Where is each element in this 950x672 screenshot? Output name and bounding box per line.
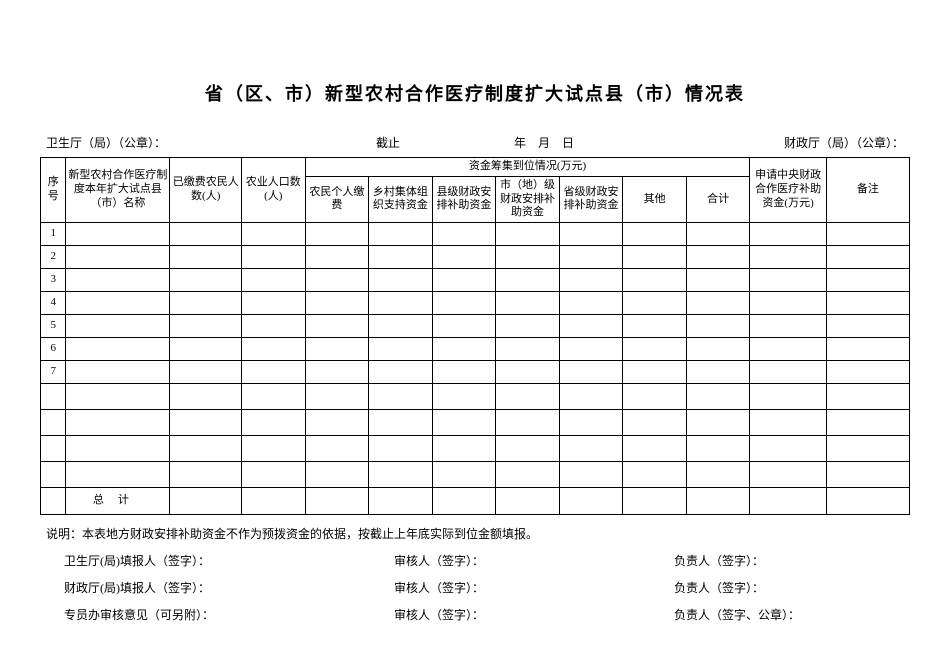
table-head: 序号 新型农村合作医疗制度本年扩大试点县（市）名称 已缴费农民人数(人) 农业人… [41,158,910,223]
meta-health-seal: 卫生厅（局）（公章）： [46,134,166,151]
cell-seq: 3 [41,269,66,292]
sign-commissioner-reviewer: 审核人（签字）： [394,606,674,623]
sign-commissioner-lead: 负责人（签字、公章）： [674,606,910,623]
sign-row-finance: 财政厅(局)填报人（签字）： 审核人（签字）： 负责人（签字）： [64,579,910,596]
sign-finance-reviewer: 审核人（签字）： [394,579,674,596]
table-row [41,384,910,410]
sign-finance-filler: 财政厅(局)填报人（签字）： [64,579,394,596]
cell-seq: 5 [41,315,66,338]
table-row [41,462,910,488]
cell-seq: 7 [41,361,66,384]
th-pilot-name: 新型农村合作医疗制度本年扩大试点县（市）名称 [66,158,170,223]
th-village-support: 乡村集体组织支持资金 [369,176,433,222]
sign-health-lead: 负责人（签字）： [674,552,910,569]
sign-finance-lead: 负责人（签字）： [674,579,910,596]
table-row: 1 [41,223,910,246]
meta-date: 截止 年 月 日 [376,134,574,151]
sign-health-filler: 卫生厅(局)填报人（签字）： [64,552,394,569]
table-row: 6 [41,338,910,361]
th-total: 合计 [686,176,750,222]
meta-date-prefix: 截止 [376,136,400,150]
sign-commissioner-opinion: 专员办审核意见（可另附）： [64,606,394,623]
cell-seq: 6 [41,338,66,361]
form-title: 省（区、市）新型农村合作医疗制度扩大试点县（市）情况表 [40,80,910,106]
cell-seq: 4 [41,292,66,315]
th-ag-pop: 农业人口数(人) [242,158,306,223]
th-remark: 备注 [826,158,909,223]
cell-seq: 1 [41,223,66,246]
sign-row-health: 卫生厅(局)填报人（签字）： 审核人（签字）： 负责人（签字）： [64,552,910,569]
table-row: 2 [41,246,910,269]
form-note: 说明：本表地方财政安排补助资金不作为预拨资金的依据，按截止上年底实际到位金额填报… [40,525,910,542]
meta-row: 卫生厅（局）（公章）： 截止 年 月 日 财政厅（局）（公章）： [40,134,910,157]
signature-block: 卫生厅(局)填报人（签字）： 审核人（签字）： 负责人（签字）： 财政厅(局)填… [40,552,910,623]
cell-seq: 2 [41,246,66,269]
table-row [41,410,910,436]
total-row: 总计 [41,488,910,515]
sign-health-reviewer: 审核人（签字）： [394,552,674,569]
sign-row-commissioner: 专员办审核意见（可另附）： 审核人（签字）： 负责人（签字、公章）： [64,606,910,623]
total-label: 总计 [66,488,170,515]
meta-date-ymd: 年 月 日 [514,136,574,150]
th-county-subsidy: 县级财政安排补助资金 [432,176,496,222]
main-table: 序号 新型农村合作医疗制度本年扩大试点县（市）名称 已缴费农民人数(人) 农业人… [40,157,910,515]
table-body: 1 2 3 4 5 6 7 总计 [41,223,910,515]
table-row: 7 [41,361,910,384]
th-farmer-pay: 农民个人缴费 [305,176,369,222]
th-seq: 序号 [41,158,66,223]
table-row: 5 [41,315,910,338]
th-city-subsidy: 市（地）级财政安排补助资金 [496,176,560,222]
table-row [41,436,910,462]
th-paid-farmers: 已缴费农民人数(人) [170,158,242,223]
th-central-subsidy: 申请中央财政合作医疗补助资金(万元) [750,158,826,223]
th-other: 其他 [623,176,687,222]
meta-finance-seal: 财政厅（局）（公章）： [784,134,904,151]
form-page: 省（区、市）新型农村合作医疗制度扩大试点县（市）情况表 卫生厅（局）（公章）： … [0,0,950,653]
table-row: 3 [41,269,910,292]
table-row: 4 [41,292,910,315]
th-funds-group: 资金筹集到位情况(万元) [305,158,750,177]
th-province-subsidy: 省级财政安排补助资金 [559,176,623,222]
